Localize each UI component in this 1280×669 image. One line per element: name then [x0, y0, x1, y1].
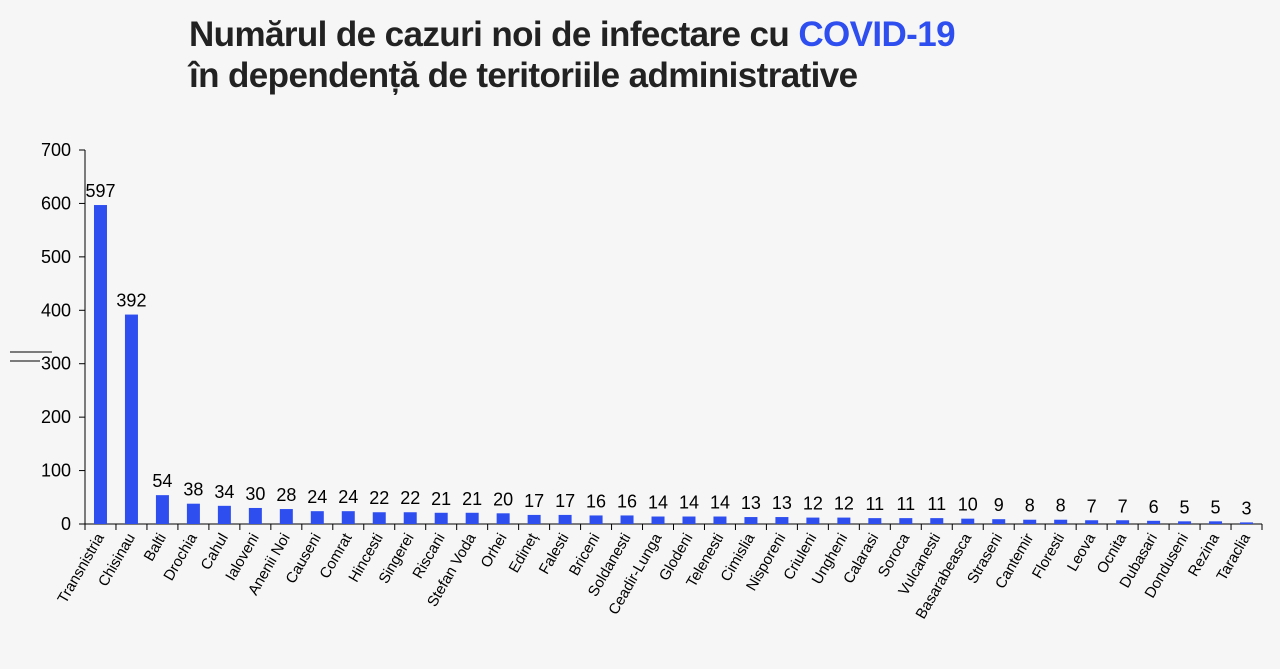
- chart-bars: [93, 205, 1254, 524]
- data-label: 6: [1149, 497, 1159, 517]
- bar: [527, 514, 541, 524]
- data-label: 11: [927, 494, 946, 514]
- data-label: 12: [834, 494, 854, 514]
- data-label: 5: [1211, 497, 1221, 517]
- data-label: 34: [214, 482, 234, 502]
- bar: [899, 518, 913, 524]
- bar: [775, 517, 789, 524]
- y-tick-label: 600: [41, 193, 71, 213]
- bar: [992, 519, 1006, 524]
- bar: [310, 511, 324, 524]
- data-label: 16: [617, 491, 637, 511]
- y-tick-label: 100: [41, 461, 71, 481]
- bar: [372, 512, 386, 524]
- data-label: 30: [245, 484, 265, 504]
- data-label: 22: [400, 488, 420, 508]
- title-line-1: Numărul de cazuri noi de infectare cu CO…: [189, 14, 956, 55]
- bar: [496, 513, 510, 524]
- title-prefix: Numărul de cazuri noi de infectare cu: [189, 15, 799, 54]
- data-label: 11: [896, 494, 915, 514]
- data-label: 21: [462, 489, 482, 509]
- data-label: 21: [431, 489, 451, 509]
- data-label: 11: [865, 494, 884, 514]
- data-label: 13: [772, 493, 792, 513]
- data-label: 8: [1025, 496, 1035, 516]
- bar: [589, 515, 603, 524]
- bar: [837, 517, 851, 524]
- bar: [1209, 521, 1223, 524]
- bar: [1178, 521, 1192, 524]
- data-label: 22: [369, 488, 389, 508]
- data-label: 9: [994, 495, 1004, 515]
- data-label: 28: [276, 485, 296, 505]
- data-label: 7: [1118, 496, 1128, 516]
- bar: [1085, 520, 1099, 524]
- data-label: 12: [803, 494, 823, 514]
- bar: [465, 512, 479, 524]
- bar: [341, 511, 355, 524]
- data-label: 392: [116, 291, 146, 311]
- y-tick-label: 200: [41, 407, 71, 427]
- bar: [806, 517, 820, 524]
- data-label: 38: [183, 480, 203, 500]
- title-accent: COVID-19: [798, 15, 955, 54]
- category-label: Transnistria: [54, 530, 108, 606]
- data-label: 5: [1180, 497, 1190, 517]
- title-line-2: în dependență de teritoriile administrat…: [189, 56, 858, 95]
- y-tick-label: 400: [41, 300, 71, 320]
- data-label: 54: [152, 471, 172, 491]
- bar: [217, 505, 231, 524]
- data-label: 14: [648, 493, 668, 513]
- bar: [961, 518, 975, 524]
- bar: [744, 517, 758, 524]
- data-label: 597: [85, 181, 115, 201]
- bar: [651, 516, 665, 524]
- bar: [434, 512, 448, 524]
- bar: [930, 518, 944, 524]
- bar: [155, 495, 169, 524]
- data-label: 3: [1242, 498, 1252, 518]
- data-label: 7: [1087, 496, 1097, 516]
- bar: [93, 205, 107, 524]
- data-label: 17: [555, 491, 575, 511]
- data-label: 14: [679, 493, 699, 513]
- y-tick-label: 300: [41, 354, 71, 374]
- y-tick-label: 500: [41, 247, 71, 267]
- data-label: 8: [1056, 496, 1066, 516]
- bar: [558, 514, 572, 524]
- bar: [1240, 522, 1254, 524]
- bar: [1023, 519, 1037, 524]
- data-label: 10: [958, 495, 978, 515]
- legend-marker: [10, 351, 52, 362]
- bar: [620, 515, 634, 524]
- data-label: 16: [586, 491, 606, 511]
- bar: [124, 314, 138, 524]
- data-label: 24: [307, 487, 327, 507]
- bar: [248, 507, 262, 524]
- data-label: 17: [524, 491, 544, 511]
- bar: [279, 509, 293, 524]
- bar: [713, 516, 727, 524]
- bar: [682, 516, 696, 524]
- data-label: 24: [338, 487, 358, 507]
- bar: [1116, 520, 1130, 524]
- category-label: Orhei: [478, 531, 511, 571]
- category-label: Balti: [141, 531, 170, 565]
- bar: [403, 512, 417, 524]
- y-tick-label: 700: [41, 140, 71, 160]
- bar: [186, 503, 200, 524]
- chart-axes: 0 100 200 300 400 500 600 700: [41, 140, 1263, 534]
- bar: [1147, 520, 1161, 524]
- bar: [868, 518, 882, 524]
- data-label: 13: [741, 493, 761, 513]
- data-label: 20: [493, 489, 513, 509]
- y-tick-label: 0: [61, 514, 71, 534]
- chart-title: Numărul de cazuri noi de infectare cu CO…: [189, 14, 956, 96]
- data-label: 14: [710, 493, 730, 513]
- bar: [1054, 519, 1068, 524]
